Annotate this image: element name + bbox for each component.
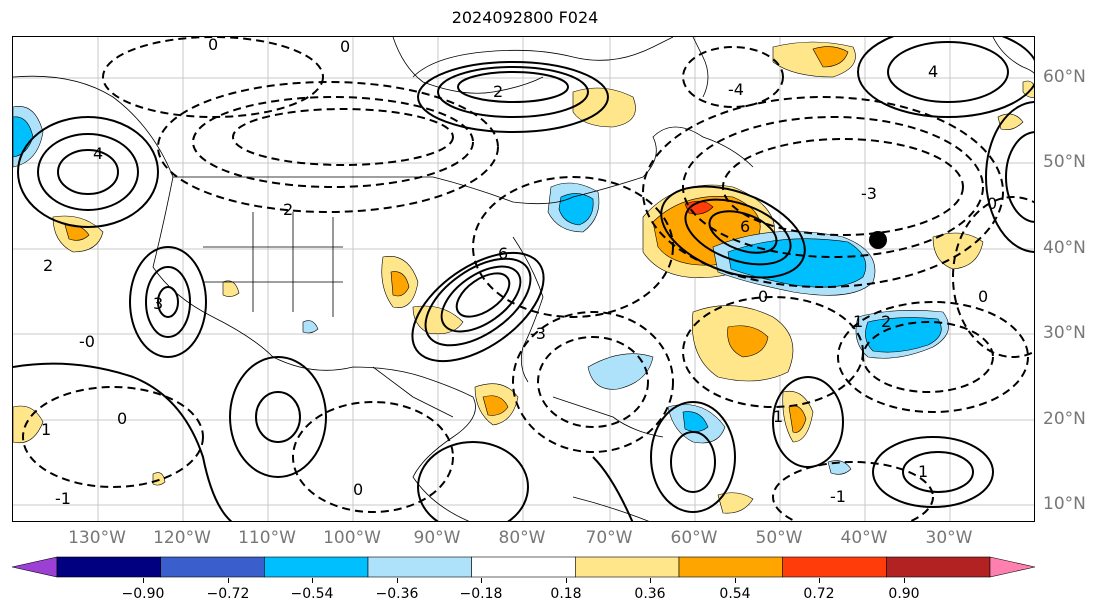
contour-label: -1 [830,487,846,506]
coastlines [13,37,1034,521]
lat-label: 60°N [1043,67,1086,87]
contour-label: 6 [498,244,508,263]
colorbar-tick-label: 0.18 [550,586,582,602]
lon-label: 110°W [238,528,296,548]
colorbar-tick-label: 0.72 [803,586,835,602]
contour-label: 0 [340,37,350,56]
colorbar-tick-label: −0.36 [375,586,419,602]
colorbar-tick-label: 0.36 [634,586,666,602]
map-canvas: 0 0 2 4 6 6 4 -4 -3 0 1 2 0 3 -0 1 0 -3 … [13,37,1034,521]
colorbar-tick-label: 0.54 [719,586,751,602]
lat-label: 50°N [1043,152,1086,172]
colorbar-segment [367,556,472,578]
contour-label: 1 [773,407,783,426]
lat-label: 30°N [1043,323,1086,343]
colorbar [11,556,1036,578]
colorbar-segment [160,556,265,578]
lon-label: 40°W [840,528,888,548]
colorbar-extend-low [11,556,58,578]
contour-label: 1 [918,462,928,481]
contour-label: 2 [881,312,891,331]
lat-label: 40°N [1043,238,1086,258]
colorbar-tick-label: 0.90 [888,586,920,602]
contours-positive [13,37,1034,521]
contour-label: 4 [93,144,103,163]
lon-label: 80°W [498,528,546,548]
contour-label: 6 [740,217,750,236]
colorbar-segment [264,556,369,578]
colorbar-segment [56,556,161,578]
contour-label: 1 [41,420,51,439]
contour-label: 4 [928,62,938,81]
lat-label: 10°N [1043,494,1086,514]
contour-label: -3 [530,324,546,343]
lon-label: 50°W [755,528,803,548]
lon-label: 70°W [585,528,633,548]
contour-label: -4 [728,80,744,99]
contour-label: 0 [758,287,768,306]
colorbar-tick-label: −0.72 [206,586,250,602]
contour-label: -1 [55,489,71,508]
colorbar-segment [782,556,887,578]
colorbar-tick-label: −0.90 [121,586,165,602]
lon-label: 90°W [413,528,461,548]
lon-label: 100°W [323,528,381,548]
lon-label: 120°W [153,528,211,548]
contour-label: 2 [283,200,293,219]
contour-label: 2 [493,82,503,101]
contour-label: 1 [853,312,863,331]
colorbar-segment [886,556,991,578]
contour-label: 0 [353,480,363,499]
lat-label: 20°N [1043,409,1086,429]
storm-center-dot [869,231,887,249]
contours-negative [22,37,1034,521]
contour-labels: 0 0 2 4 6 6 4 -4 -3 0 1 2 0 3 -0 1 0 -3 … [41,37,997,508]
contour-label: -0 [79,332,95,351]
contour-label: 0 [117,409,127,428]
contour-label: 0 [978,287,988,306]
contour-label: 0 [987,194,997,213]
graticule [13,37,1034,521]
contour-label: 0 [208,37,218,54]
map-title: 2024092800 F024 [451,8,599,27]
weather-map: 0 0 2 4 6 6 4 -4 -3 0 1 2 0 3 -0 1 0 -3 … [12,36,1035,522]
lon-label: 130°W [68,528,126,548]
contour-label: -3 [861,184,877,203]
colorbar-segment [471,556,576,578]
contour-label: 2 [43,256,53,275]
colorbar-segment [678,556,783,578]
contour-label: 3 [153,294,163,313]
lon-label: 30°W [925,528,973,548]
colorbar-extend-high [989,556,1036,578]
colorbar-tick-label: −0.18 [459,586,503,602]
lon-label: 60°W [670,528,718,548]
colorbar-tick-label: −0.54 [290,586,334,602]
colorbar-segment [575,556,680,578]
